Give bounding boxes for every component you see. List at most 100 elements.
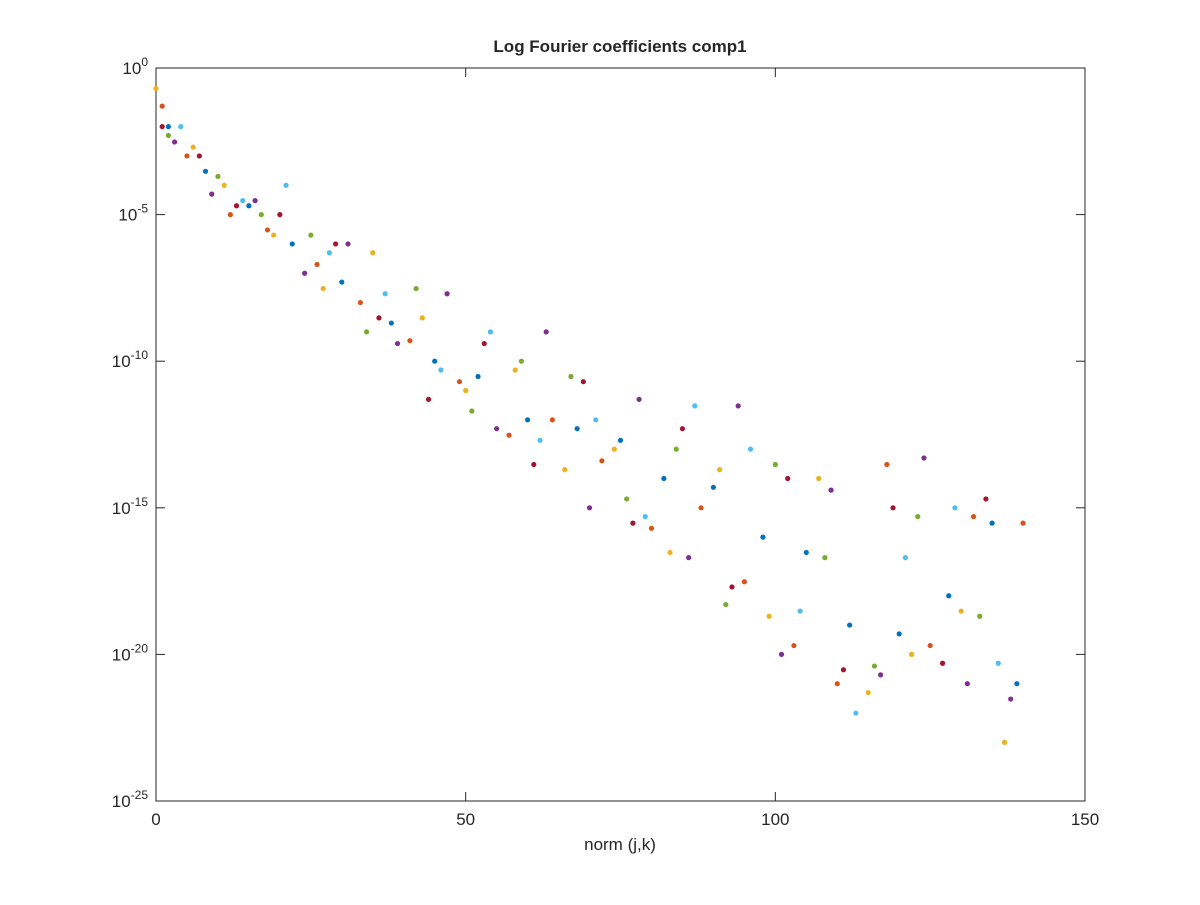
point bbox=[419, 315, 425, 321]
point bbox=[302, 270, 308, 276]
point bbox=[636, 396, 642, 402]
point bbox=[165, 132, 171, 139]
point bbox=[326, 250, 333, 256]
point bbox=[178, 124, 184, 130]
point bbox=[822, 555, 828, 561]
point bbox=[803, 549, 809, 556]
point bbox=[333, 241, 339, 247]
point bbox=[661, 475, 667, 482]
point bbox=[964, 681, 970, 687]
point bbox=[828, 487, 834, 493]
point bbox=[921, 455, 927, 461]
point bbox=[673, 446, 679, 452]
point bbox=[159, 103, 165, 109]
point bbox=[686, 555, 692, 561]
point bbox=[785, 475, 791, 482]
point bbox=[648, 525, 655, 531]
point bbox=[1020, 520, 1026, 526]
point bbox=[196, 153, 202, 159]
point bbox=[171, 139, 178, 145]
point bbox=[853, 710, 859, 716]
x-tick-label: 50 bbox=[456, 810, 475, 829]
point bbox=[227, 212, 233, 218]
point bbox=[847, 622, 853, 628]
point bbox=[233, 203, 240, 209]
point bbox=[760, 534, 766, 540]
point bbox=[747, 446, 754, 452]
point bbox=[586, 505, 593, 511]
point bbox=[277, 212, 283, 218]
point bbox=[376, 315, 382, 321]
point bbox=[475, 373, 481, 380]
points bbox=[153, 85, 1026, 745]
x-tick-label: 0 bbox=[151, 810, 160, 829]
point bbox=[735, 403, 741, 409]
point bbox=[908, 651, 915, 658]
point bbox=[902, 555, 908, 561]
point bbox=[394, 340, 401, 347]
point bbox=[791, 642, 797, 649]
point bbox=[494, 426, 500, 432]
point bbox=[772, 461, 778, 468]
point bbox=[778, 651, 785, 658]
point bbox=[320, 285, 326, 292]
point bbox=[593, 417, 599, 423]
point bbox=[382, 291, 388, 297]
point bbox=[221, 182, 227, 188]
point bbox=[977, 613, 983, 619]
y-tick-label: 10-20 bbox=[112, 641, 149, 664]
y-tick-label: 10-15 bbox=[112, 495, 149, 518]
point bbox=[190, 144, 196, 150]
point bbox=[1001, 739, 1008, 745]
point bbox=[611, 446, 617, 452]
point bbox=[797, 608, 803, 614]
point bbox=[989, 520, 995, 526]
point bbox=[246, 203, 252, 209]
point bbox=[370, 250, 376, 256]
point bbox=[834, 681, 840, 687]
x-tick-label: 150 bbox=[1071, 810, 1099, 829]
point bbox=[209, 191, 215, 197]
point bbox=[946, 593, 952, 599]
point bbox=[438, 367, 444, 373]
axes-box bbox=[155, 67, 1086, 802]
point bbox=[599, 458, 605, 464]
point bbox=[283, 182, 289, 188]
point bbox=[716, 467, 723, 473]
point bbox=[692, 403, 698, 409]
point bbox=[958, 608, 964, 614]
point bbox=[357, 299, 363, 306]
point bbox=[642, 514, 648, 520]
point bbox=[617, 437, 624, 443]
point bbox=[506, 432, 512, 438]
point bbox=[927, 642, 933, 649]
point bbox=[549, 417, 555, 423]
point bbox=[970, 514, 977, 520]
point bbox=[456, 379, 463, 385]
point bbox=[729, 584, 735, 590]
point bbox=[562, 467, 568, 473]
point bbox=[271, 232, 277, 238]
point bbox=[425, 396, 432, 402]
point bbox=[487, 329, 494, 335]
point bbox=[388, 320, 394, 326]
point bbox=[840, 667, 847, 673]
point bbox=[890, 505, 896, 511]
point bbox=[741, 579, 747, 585]
point bbox=[568, 373, 574, 380]
point bbox=[308, 232, 314, 238]
point bbox=[710, 484, 717, 490]
point bbox=[816, 475, 822, 482]
point bbox=[667, 549, 673, 556]
point bbox=[345, 241, 351, 247]
point bbox=[865, 689, 871, 696]
point bbox=[202, 168, 209, 174]
point bbox=[363, 329, 370, 335]
point bbox=[1008, 696, 1014, 702]
point bbox=[215, 173, 221, 180]
point bbox=[543, 329, 549, 335]
point bbox=[165, 124, 171, 130]
point bbox=[679, 426, 686, 432]
